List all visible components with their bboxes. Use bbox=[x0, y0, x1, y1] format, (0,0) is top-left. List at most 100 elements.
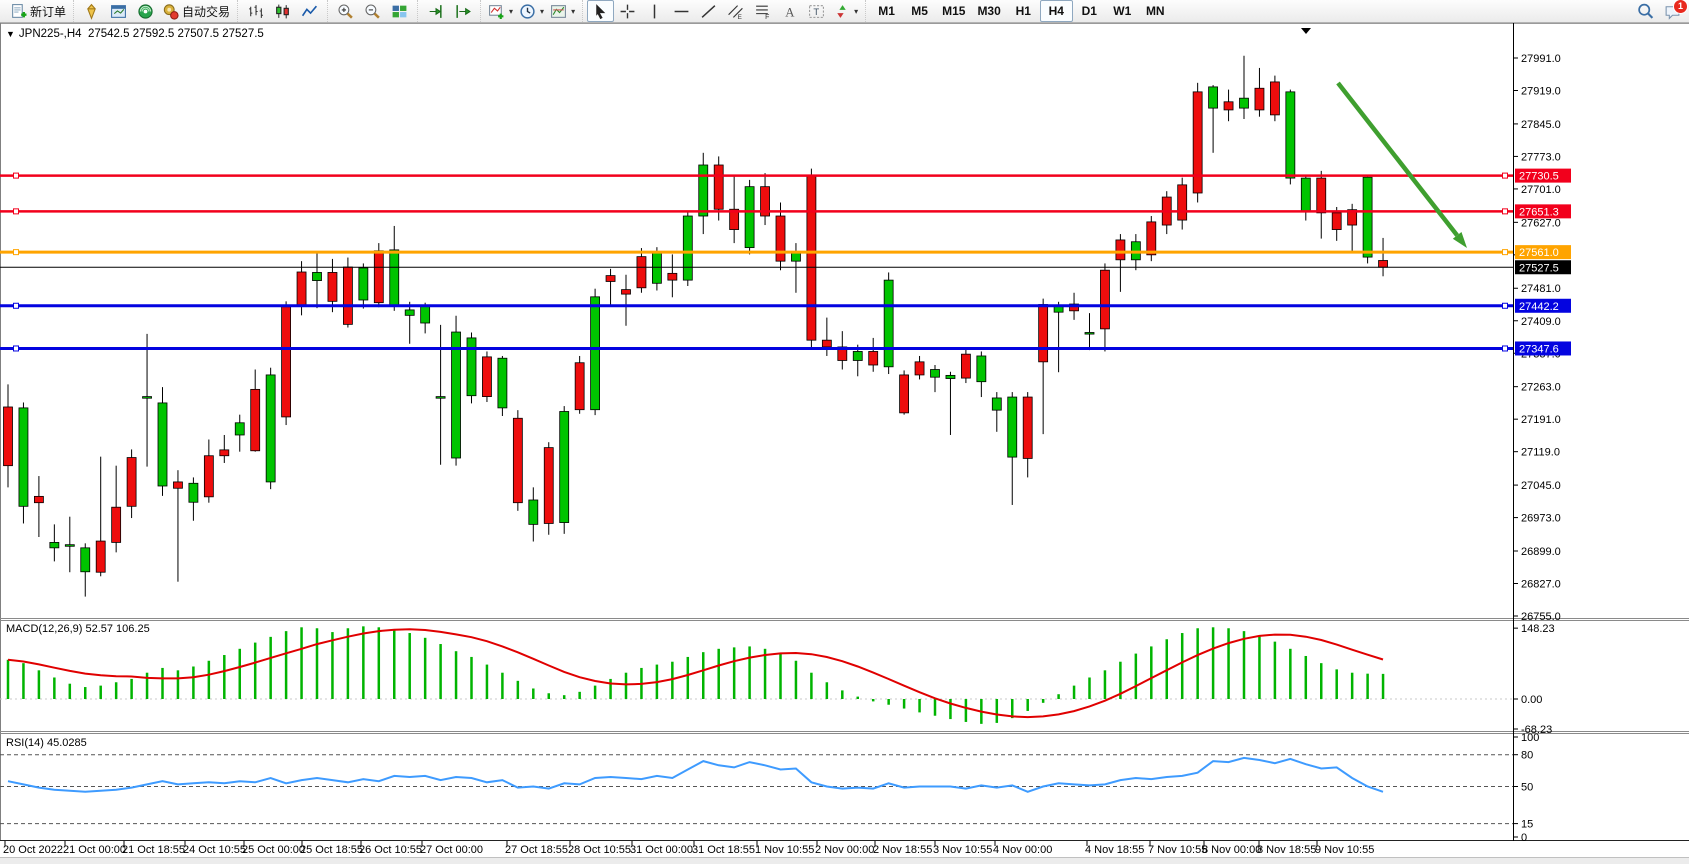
time-tick-label: 2 Nov 00:00 bbox=[815, 844, 874, 856]
signal-icon bbox=[137, 3, 154, 20]
tf-h4-button[interactable]: H4 bbox=[1039, 0, 1073, 22]
chart-corner-triangle-icon[interactable] bbox=[1301, 28, 1311, 34]
tf-d1-button-label: D1 bbox=[1081, 4, 1097, 18]
gold-icon bbox=[83, 3, 100, 20]
trendline-button[interactable] bbox=[695, 0, 722, 22]
tf-h1-button[interactable]: H1 bbox=[1007, 0, 1040, 22]
zoom-out-button[interactable] bbox=[359, 0, 386, 22]
candle bbox=[18, 402, 29, 524]
time-tick-label: 7 Nov 10:55 bbox=[1148, 844, 1207, 856]
macd-histogram-bar bbox=[1088, 677, 1091, 699]
price-badge bbox=[1515, 260, 1571, 275]
time-tick-label: 4 Nov 18:55 bbox=[1085, 844, 1144, 856]
periods-button[interactable]: ▾ bbox=[516, 0, 547, 22]
notifications-button[interactable]: 1 bbox=[1664, 0, 1688, 20]
svg-text:A: A bbox=[785, 5, 795, 19]
macd-histogram-bar bbox=[856, 696, 859, 699]
chart-canvas[interactable]: 27991.0 27919.0 27845.0 27773.0 27701.0 27627… bbox=[0, 23, 1689, 864]
macd-histogram-bar bbox=[501, 672, 504, 699]
candles-icon bbox=[274, 3, 291, 20]
signals-button[interactable] bbox=[132, 0, 159, 22]
search-button[interactable] bbox=[1637, 3, 1654, 20]
macd-histogram-bar bbox=[1057, 694, 1060, 699]
macd-histogram-bar bbox=[22, 663, 25, 699]
autotrading-button[interactable]: 自动交易 bbox=[159, 0, 233, 22]
macd-histogram-bar bbox=[1350, 672, 1354, 699]
new-order-button[interactable]: 新订单 bbox=[7, 0, 69, 22]
tf-m5-button[interactable]: M5 bbox=[903, 0, 936, 22]
toolbar-group-scroll bbox=[417, 0, 480, 22]
tf-m15-button[interactable]: M15 bbox=[936, 0, 971, 22]
tf-d1-button[interactable]: D1 bbox=[1073, 0, 1106, 22]
macd-histogram-bar bbox=[609, 678, 612, 699]
price-tick-label: 27045.0 bbox=[1521, 480, 1561, 492]
line-handle[interactable] bbox=[1502, 208, 1508, 215]
macd-tick-label: -68.23 bbox=[1521, 724, 1552, 736]
price-badge bbox=[1515, 341, 1571, 356]
cursor-button[interactable] bbox=[587, 0, 615, 22]
toolbar-group-apps: 自动交易 bbox=[73, 0, 237, 22]
editor-button[interactable] bbox=[78, 0, 105, 22]
line-chart-button[interactable] bbox=[296, 0, 323, 22]
indicators-button[interactable]: ▾ bbox=[485, 0, 516, 22]
line-handle[interactable] bbox=[13, 249, 19, 256]
tile-windows-button[interactable] bbox=[386, 0, 413, 22]
channel-button[interactable]: E bbox=[722, 0, 749, 22]
macd-histogram-bar bbox=[161, 667, 164, 699]
dropdown-caret-icon[interactable]: ▾ bbox=[854, 6, 859, 16]
candle bbox=[729, 175, 740, 244]
tf-m30-button[interactable]: M30 bbox=[971, 0, 1006, 22]
line-handle[interactable] bbox=[13, 302, 19, 309]
line-handle[interactable] bbox=[13, 208, 19, 215]
dropdown-caret-icon[interactable]: ▾ bbox=[540, 6, 545, 16]
vertical-line-button[interactable] bbox=[641, 0, 668, 22]
trendline-icon bbox=[700, 3, 717, 20]
arrows-button[interactable]: ▾ bbox=[830, 0, 861, 22]
templates-button[interactable]: ▾ bbox=[547, 0, 578, 22]
tf-mn-button[interactable]: MN bbox=[1139, 0, 1172, 22]
toolbar: 新订单 自动交易 ▾ ▾ ▾ E F A T ▾ M1 M5 M15 M30 H1 H4 D1 W1 MN 1 bbox=[0, 0, 1689, 23]
crosshair-button[interactable] bbox=[614, 0, 641, 22]
clock-icon bbox=[519, 3, 536, 20]
candle bbox=[358, 263, 369, 309]
label-button[interactable]: T bbox=[803, 0, 830, 22]
bars-chart-button[interactable] bbox=[242, 0, 269, 22]
macd-histogram-bar bbox=[315, 628, 319, 699]
tf-w1-button[interactable]: W1 bbox=[1106, 0, 1139, 22]
hline-icon bbox=[673, 3, 690, 20]
line-handle[interactable] bbox=[1502, 172, 1508, 179]
toolbar-group-zoom bbox=[327, 0, 417, 22]
macd-histogram-bar bbox=[532, 688, 535, 699]
line-handle[interactable] bbox=[13, 345, 19, 352]
fibonacci-button[interactable]: F bbox=[749, 0, 776, 22]
price-badge-label: 27561.0 bbox=[1519, 247, 1559, 259]
line-handle[interactable] bbox=[13, 172, 19, 179]
candlestick-chart-button[interactable] bbox=[269, 0, 296, 22]
candle bbox=[914, 355, 925, 380]
auto-scroll-button[interactable] bbox=[422, 0, 449, 22]
tf-w1-button-label: W1 bbox=[1113, 4, 1132, 18]
price-badge-label: 27527.5 bbox=[1519, 262, 1559, 274]
price-tick-label: 26899.0 bbox=[1521, 546, 1561, 558]
macd-histogram-bar bbox=[717, 648, 720, 699]
macd-histogram-bar bbox=[114, 682, 118, 699]
chart-shift-button[interactable] bbox=[449, 0, 476, 22]
price-tick-label: 26973.0 bbox=[1521, 513, 1561, 525]
candle bbox=[126, 449, 137, 519]
line-handle[interactable] bbox=[1502, 302, 1508, 309]
tf-m1-button[interactable]: M1 bbox=[870, 0, 903, 22]
terminal-button[interactable] bbox=[105, 0, 132, 22]
linechart-icon bbox=[301, 3, 318, 20]
tf-h4-button-label: H4 bbox=[1048, 4, 1064, 18]
text-button[interactable]: A bbox=[776, 0, 803, 22]
zoom-in-button[interactable] bbox=[332, 0, 359, 22]
notification-badge: 1 bbox=[1673, 0, 1688, 14]
dropdown-caret-icon[interactable]: ▾ bbox=[571, 6, 576, 16]
dropdown-caret-icon[interactable]: ▾ bbox=[509, 6, 514, 16]
horizontal-line-button[interactable] bbox=[668, 0, 695, 22]
bars-icon bbox=[247, 3, 264, 20]
trend-arrow[interactable] bbox=[1336, 81, 1467, 248]
line-handle[interactable] bbox=[1502, 345, 1508, 352]
line-handle[interactable] bbox=[1502, 249, 1508, 256]
macd-histogram-bar bbox=[841, 690, 844, 699]
